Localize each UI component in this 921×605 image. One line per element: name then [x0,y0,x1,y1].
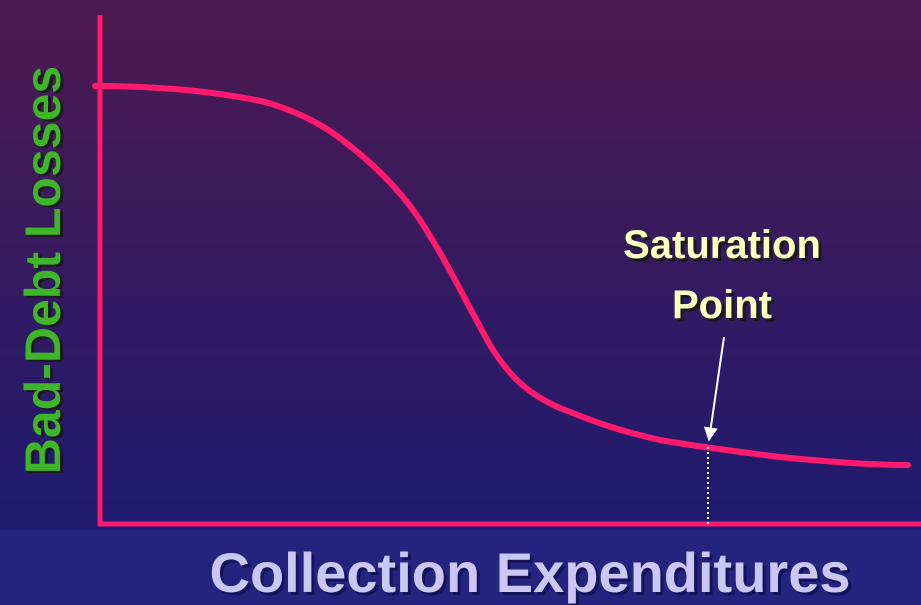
curve [92,83,911,468]
y-axis-label: Bad-Debt Losses [15,66,71,474]
annotation-shadow: Saturation Point [626,226,824,330]
footer-band [0,530,921,605]
y-axis-label-shadow: Bad-Debt Losses [18,68,74,476]
x-axis-label-shadow: Collection Expenditures [213,544,854,605]
annotation-line: Saturation [623,223,821,267]
annotation-line-shadow: Point [675,286,775,330]
annotation-line: Point [672,283,772,327]
annotation-arrow [703,336,725,442]
annotation-line-shadow: Saturation [626,226,824,270]
x-axis-label: Collection Expenditures [210,541,851,604]
